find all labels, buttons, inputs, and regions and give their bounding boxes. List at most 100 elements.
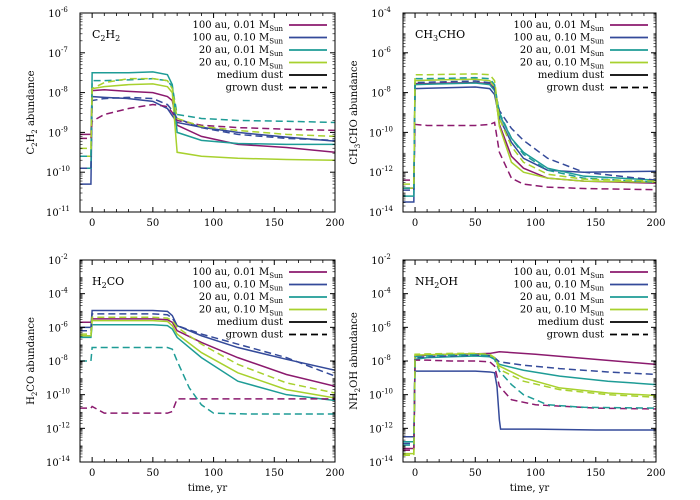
- y-axis-label: CH3CHO abundance: [349, 60, 362, 164]
- y-tick-label: 10-6: [48, 320, 68, 334]
- y-tick-label: 10-10: [46, 165, 70, 179]
- y-tick-label: 10-10: [46, 388, 70, 402]
- y-axis-label: C2H2 abundance: [26, 70, 39, 154]
- y-tick-label: 10-10: [369, 388, 393, 402]
- legend-style-label: medium dust: [538, 317, 604, 328]
- x-tick-label: 100: [204, 468, 223, 479]
- x-tick-label: 50: [469, 468, 482, 479]
- series-line-medium-2: [80, 71, 335, 169]
- series-line-medium-0: [80, 89, 335, 154]
- y-tick-label: 10-8: [371, 86, 391, 100]
- x-tick-label: 100: [526, 468, 545, 479]
- y-tick-label: 10-8: [48, 86, 68, 100]
- series-line-grown-3: [403, 73, 656, 185]
- series-line-grown-1: [80, 96, 335, 169]
- y-tick-label: 10-9: [48, 125, 68, 139]
- y-tick-label: 10-4: [371, 6, 391, 20]
- legend-style-label: medium dust: [538, 70, 604, 81]
- y-tick-label: 10-10: [369, 125, 393, 139]
- series-line-grown-1: [80, 313, 335, 377]
- series-line-grown-2: [80, 346, 335, 415]
- legend-style-label: medium dust: [217, 70, 283, 81]
- legend-entry-label: 100 au, 0.10 MSun: [192, 33, 283, 46]
- legend-style-label: grown dust: [547, 83, 604, 94]
- y-tick-label: 10-11: [46, 205, 70, 219]
- y-tick-label: 10-6: [371, 320, 391, 334]
- series-line-grown-2: [403, 353, 656, 446]
- legend-entry-label: 20 au, 0.10 MSun: [199, 58, 284, 71]
- x-tick-label: 200: [646, 218, 665, 229]
- panel-3: 0 50 100 150 200 10-14 10-12 10-10 10-8 10-6 10-4 1…: [349, 253, 666, 494]
- panel-title: C2H2: [92, 28, 120, 43]
- panel-0: 0 50 100 150 200 10-11 10-10 10-9 10-8 10-7 10-6 C2…: [26, 6, 345, 229]
- panel-title: NH2OH: [415, 275, 458, 290]
- y-tick-label: 10-7: [48, 46, 68, 60]
- legend-entry-label: 100 au, 0.01 MSun: [192, 20, 283, 33]
- legend-entry-label: 100 au, 0.10 MSun: [192, 280, 283, 293]
- y-axis-label: NH2OH abundance: [349, 312, 362, 410]
- series-line-medium-2: [403, 82, 656, 197]
- x-axis-label: time, yr: [188, 483, 228, 494]
- series-line-grown-3: [80, 316, 335, 394]
- series-line-grown-0: [80, 103, 335, 140]
- legend-style-label: medium dust: [217, 317, 283, 328]
- series-line-medium-3: [80, 319, 335, 399]
- x-tick-label: 100: [204, 218, 223, 229]
- x-axis-label: time, yr: [510, 483, 550, 494]
- y-axis-label: H2CO abundance: [26, 317, 39, 405]
- x-tick-label: 150: [265, 218, 284, 229]
- x-tick-label: 200: [325, 218, 344, 229]
- panel-title: CH3CHO: [415, 28, 465, 43]
- legend-entry-label: 100 au, 0.01 MSun: [192, 267, 283, 280]
- series-line-grown-0: [403, 359, 656, 451]
- series-line-medium-0: [80, 318, 335, 387]
- legend-style-label: grown dust: [226, 330, 283, 341]
- y-tick-label: 10-14: [369, 205, 394, 219]
- series-line-medium-1: [403, 370, 656, 438]
- x-tick-label: 0: [412, 468, 418, 479]
- panel-2: 0 50 100 150 200 10-14 10-12 10-10 10-8 10-6 10-4 1…: [26, 253, 345, 494]
- y-tick-label: 10-12: [369, 165, 393, 179]
- y-tick-label: 10-4: [371, 287, 391, 301]
- series-line-grown-0: [80, 398, 335, 414]
- y-tick-label: 10-12: [369, 421, 393, 435]
- plot-frame: [402, 12, 657, 213]
- series-line-grown-3: [403, 352, 656, 457]
- series-line-grown-3: [80, 77, 335, 150]
- legend-style-label: grown dust: [226, 83, 283, 94]
- legend-entry-label: 100 au, 0.10 MSun: [513, 33, 604, 46]
- legend-style-label: grown dust: [547, 330, 604, 341]
- plot-frame: [79, 12, 336, 213]
- legend-entry-label: 20 au, 0.01 MSun: [520, 45, 605, 58]
- series-line-grown-2: [403, 76, 656, 189]
- y-tick-label: 10-8: [371, 354, 391, 368]
- y-tick-label: 10-2: [371, 253, 391, 267]
- x-tick-label: 200: [646, 468, 665, 479]
- x-tick-label: 150: [265, 468, 284, 479]
- y-tick-label: 10-6: [371, 46, 391, 60]
- panel-title: H2CO: [92, 275, 124, 290]
- series-line-medium-2: [80, 324, 335, 402]
- series-line-medium-3: [403, 353, 656, 455]
- legend-entry-label: 100 au, 0.01 MSun: [513, 267, 604, 280]
- legend-entry-label: 20 au, 0.10 MSun: [199, 305, 284, 318]
- x-tick-label: 50: [469, 218, 482, 229]
- x-tick-label: 100: [526, 218, 545, 229]
- x-tick-label: 150: [586, 218, 605, 229]
- series-line-grown-1: [403, 354, 656, 445]
- y-tick-label: 10-6: [48, 6, 68, 20]
- legend-entry-label: 20 au, 0.01 MSun: [199, 45, 284, 58]
- x-tick-label: 50: [146, 218, 159, 229]
- x-tick-label: 0: [89, 468, 95, 479]
- x-tick-label: 200: [325, 468, 344, 479]
- series-line-grown-1: [403, 80, 656, 191]
- series-line-grown-2: [80, 77, 335, 158]
- series-line-grown-0: [403, 121, 656, 191]
- legend-entry-label: 100 au, 0.01 MSun: [513, 20, 604, 33]
- y-tick-label: 10-14: [369, 455, 394, 469]
